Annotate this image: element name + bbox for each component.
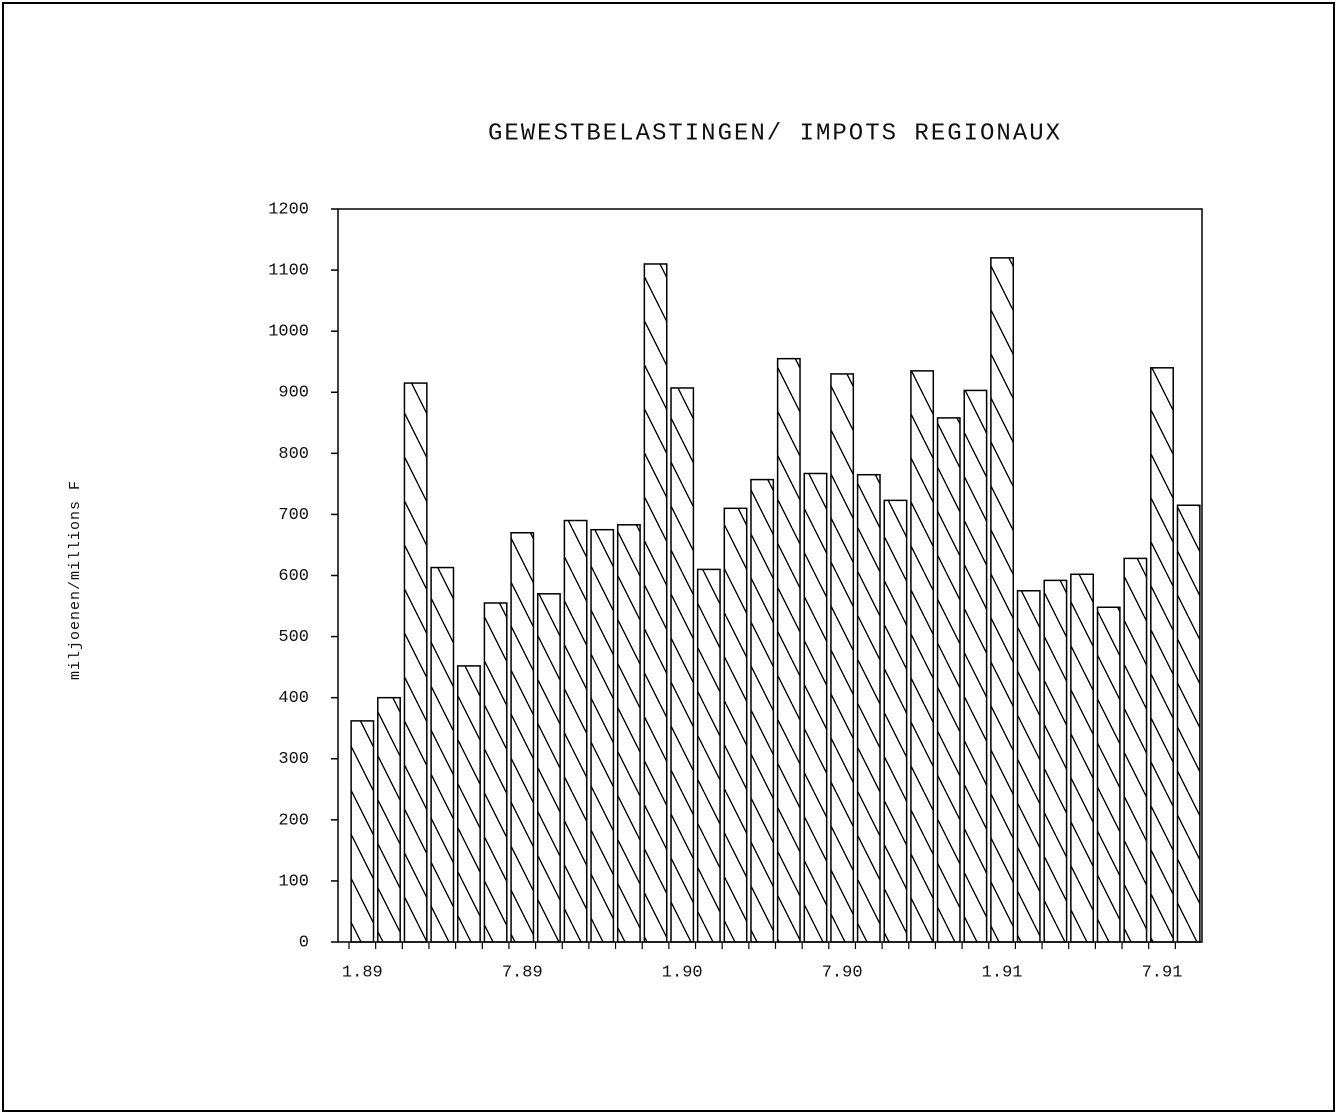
bar: [883, 499, 908, 943]
y-tick-label: 1100: [268, 262, 309, 281]
y-tick-label: 600: [278, 567, 309, 586]
bar: [457, 665, 481, 943]
bar: [1150, 367, 1174, 943]
bar: [723, 507, 748, 943]
bar: [483, 602, 508, 943]
x-tick-label: 7.89: [502, 963, 543, 982]
y-tick-label: 100: [278, 872, 309, 891]
bar: [750, 478, 775, 943]
bar: [350, 720, 375, 943]
bar: [510, 531, 535, 943]
y-tick-label: 700: [278, 506, 309, 525]
x-tick-label: 1.91: [982, 963, 1023, 982]
bar: [696, 568, 721, 943]
y-tick-label: 500: [278, 628, 309, 647]
bar: [1123, 557, 1148, 943]
y-tick-label: 200: [278, 811, 309, 830]
x-tick-label: 7.90: [822, 963, 863, 982]
bar: [936, 417, 961, 943]
y-tick-label: 300: [278, 750, 309, 769]
bar: [830, 373, 855, 943]
bar: [803, 472, 828, 943]
y-tick-label: 400: [278, 689, 309, 708]
y-tick-label: 800: [278, 445, 309, 464]
x-tick-label: 7.91: [1142, 963, 1183, 982]
y-tick-label: 1000: [268, 323, 309, 342]
bar: [1096, 606, 1121, 943]
bar: [590, 528, 615, 943]
bar: [643, 263, 668, 943]
bar: [563, 519, 588, 943]
bar: [1176, 504, 1201, 943]
bar: [963, 389, 988, 943]
bar: [990, 257, 1015, 943]
bar: [1043, 579, 1068, 943]
bar: [1070, 573, 1094, 943]
bar: [536, 593, 561, 943]
bar: [910, 370, 935, 943]
bar: [377, 696, 401, 943]
y-tick-label: 1200: [268, 200, 309, 219]
bar: [856, 473, 881, 943]
bar: [776, 357, 801, 943]
bar: [403, 382, 428, 943]
y-tick-label: 900: [278, 384, 309, 403]
chart-title: GEWESTBELASTINGEN/ IMPOTS REGIONAUX: [488, 120, 1062, 147]
x-tick-label: 1.89: [342, 963, 383, 982]
bar: [616, 524, 641, 943]
bar: [670, 387, 695, 943]
bar: [430, 566, 455, 943]
y-tick-label: 0: [299, 933, 309, 952]
bar: [1016, 590, 1041, 943]
y-axis-label: miljoenen/millions F: [67, 480, 84, 680]
x-tick-label: 1.90: [662, 963, 703, 982]
